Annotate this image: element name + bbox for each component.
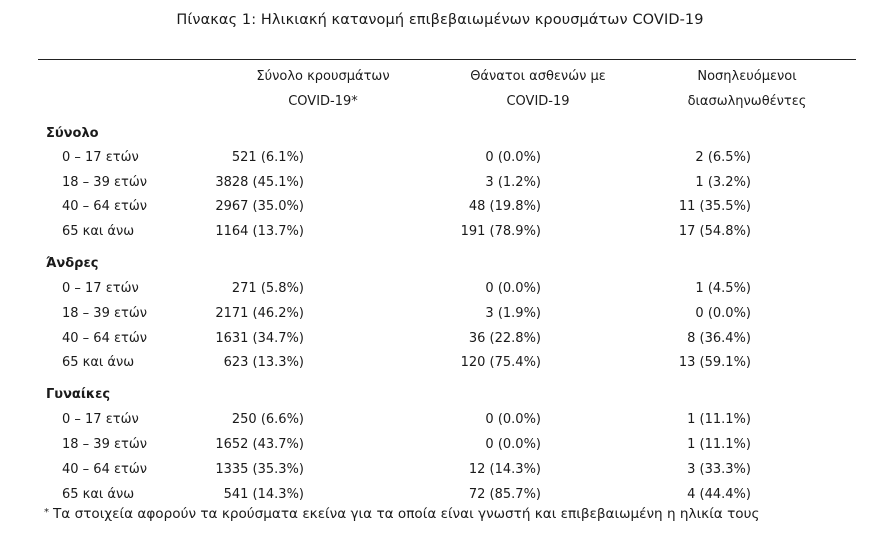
table-caption: Πίνακας 1: Ηλικιακή κατανομή επιβεβαιωμέ… <box>176 12 704 28</box>
deaths-cell: 0 (0.0%) <box>485 437 541 453</box>
data-table: Σύνολο κρουσμάτων COVID-19* Θάνατοι ασθε… <box>38 60 856 507</box>
cases-cell: 1335 (35.3%) <box>215 461 304 477</box>
cases-cell: 2171 (46.2%) <box>215 305 304 321</box>
cases-cell: 1164 (13.7%) <box>215 224 304 240</box>
header-total-cases-line2: COVID-19* <box>288 94 358 109</box>
table-row: 0 – 17 ετών 250 (6.6%) 0 (0.0%) 1 (11.1%… <box>38 407 856 432</box>
deaths-cell: 0 (0.0%) <box>485 281 541 297</box>
table-row: 40 – 64 ετών 1631 (34.7%) 36 (22.8%) 8 (… <box>38 326 856 351</box>
age-cell: 65 και άνω <box>62 486 135 502</box>
intubated-cell: 0 (0.0%) <box>695 305 751 321</box>
header-intubated-line1: Νοσηλευόμενοι <box>697 69 797 84</box>
deaths-cell: 12 (14.3%) <box>468 461 541 477</box>
header-row: Σύνολο κρουσμάτων COVID-19* Θάνατοι ασθε… <box>38 60 856 119</box>
group-row-total: Σύνολο <box>38 119 856 145</box>
group-title: Σύνολο <box>46 125 99 141</box>
deaths-cell: 3 (1.9%) <box>485 305 541 321</box>
header-total-cases-line1: Σύνολο κρουσμάτων <box>256 69 390 84</box>
deaths-cell: 120 (75.4%) <box>460 355 541 371</box>
age-cell: 65 και άνω <box>62 355 135 371</box>
cases-cell: 250 (6.6%) <box>231 412 304 428</box>
covid-age-table: Σύνολο κρουσμάτων COVID-19* Θάνατοι ασθε… <box>38 59 856 507</box>
group-title: Γυναίκες <box>46 386 111 402</box>
age-cell: 0 – 17 ετών <box>62 149 139 165</box>
table-row: 65 και άνω 623 (13.3%) 120 (75.4%) 13 (5… <box>38 351 856 376</box>
header-age-empty <box>38 60 208 119</box>
table-row: 0 – 17 ετών 271 (5.8%) 0 (0.0%) 1 (4.5%) <box>38 276 856 301</box>
intubated-cell: 11 (35.5%) <box>678 199 751 215</box>
table-row: 0 – 17 ετών 521 (6.1%) 0 (0.0%) 2 (6.5%) <box>38 145 856 170</box>
table-row: 65 και άνω 1164 (13.7%) 191 (78.9%) 17 (… <box>38 219 856 244</box>
deaths-cell: 36 (22.8%) <box>468 330 541 346</box>
age-cell: 0 – 17 ετών <box>62 281 139 297</box>
deaths-cell: 191 (78.9%) <box>460 224 541 240</box>
cases-cell: 623 (13.3%) <box>223 355 304 371</box>
top-rule <box>38 59 856 60</box>
cases-cell: 521 (6.1%) <box>231 149 304 165</box>
group-row-women: Γυναίκες <box>38 381 856 407</box>
cases-cell: 1631 (34.7%) <box>215 330 304 346</box>
cases-cell: 271 (5.8%) <box>231 281 304 297</box>
age-cell: 18 – 39 ετών <box>62 174 147 190</box>
cases-cell: 541 (14.3%) <box>223 486 304 502</box>
footnote-marker: * <box>44 507 49 518</box>
age-cell: 40 – 64 ετών <box>62 199 147 215</box>
deaths-cell: 0 (0.0%) <box>485 412 541 428</box>
cases-cell: 3828 (45.1%) <box>215 174 304 190</box>
table-row: 40 – 64 ετών 1335 (35.3%) 12 (14.3%) 3 (… <box>38 457 856 482</box>
intubated-cell: 4 (44.4%) <box>687 486 751 502</box>
age-cell: 65 και άνω <box>62 224 135 240</box>
deaths-cell: 72 (85.7%) <box>468 486 541 502</box>
intubated-cell: 8 (36.4%) <box>687 330 751 346</box>
age-cell: 40 – 64 ετών <box>62 461 147 477</box>
table-row: 18 – 39 ετών 1652 (43.7%) 0 (0.0%) 1 (11… <box>38 432 856 457</box>
age-cell: 0 – 17 ετών <box>62 412 139 428</box>
table-row: 18 – 39 ετών 3828 (45.1%) 3 (1.2%) 1 (3.… <box>38 170 856 195</box>
header-intubated: Νοσηλευόμενοι διασωληνωθέντες <box>638 60 856 119</box>
intubated-cell: 1 (4.5%) <box>695 281 751 297</box>
deaths-cell: 3 (1.2%) <box>485 174 541 190</box>
deaths-cell: 0 (0.0%) <box>485 149 541 165</box>
intubated-cell: 2 (6.5%) <box>695 149 751 165</box>
age-cell: 18 – 39 ετών <box>62 305 147 321</box>
intubated-cell: 17 (54.8%) <box>678 224 751 240</box>
table-row: 40 – 64 ετών 2967 (35.0%) 48 (19.8%) 11 … <box>38 195 856 220</box>
header-deaths-line2: COVID-19 <box>506 94 570 109</box>
age-cell: 18 – 39 ετών <box>62 437 147 453</box>
group-row-men: Άνδρες <box>38 250 856 276</box>
cases-cell: 2967 (35.0%) <box>215 199 304 215</box>
footnote-text: Τα στοιχεία αφορούν τα κρούσματα εκείνα … <box>53 506 760 522</box>
intubated-cell: 1 (3.2%) <box>695 174 751 190</box>
table-body: Σύνολο 0 – 17 ετών 521 (6.1%) 0 (0.0%) 2… <box>38 119 856 507</box>
table-row: 18 – 39 ετών 2171 (46.2%) 3 (1.9%) 0 (0.… <box>38 301 856 326</box>
header-deaths-line1: Θάνατοι ασθενών με <box>470 69 606 84</box>
intubated-cell: 3 (33.3%) <box>687 461 751 477</box>
cases-cell: 1652 (43.7%) <box>215 437 304 453</box>
footnote: * Τα στοιχεία αφορούν τα κρούσματα εκείνα… <box>44 506 759 522</box>
table-header: Σύνολο κρουσμάτων COVID-19* Θάνατοι ασθε… <box>38 60 856 119</box>
intubated-cell: 1 (11.1%) <box>687 412 751 428</box>
header-deaths: Θάνατοι ασθενών με COVID-19 <box>438 60 638 119</box>
group-title: Άνδρες <box>46 255 99 271</box>
age-cell: 40 – 64 ετών <box>62 330 147 346</box>
table-row: 65 και άνω 541 (14.3%) 72 (85.7%) 4 (44.… <box>38 482 856 507</box>
header-total-cases: Σύνολο κρουσμάτων COVID-19* <box>208 60 438 119</box>
intubated-cell: 1 (11.1%) <box>687 437 751 453</box>
intubated-cell: 13 (59.1%) <box>678 355 751 371</box>
deaths-cell: 48 (19.8%) <box>468 199 541 215</box>
header-intubated-line2: διασωληνωθέντες <box>687 94 807 109</box>
